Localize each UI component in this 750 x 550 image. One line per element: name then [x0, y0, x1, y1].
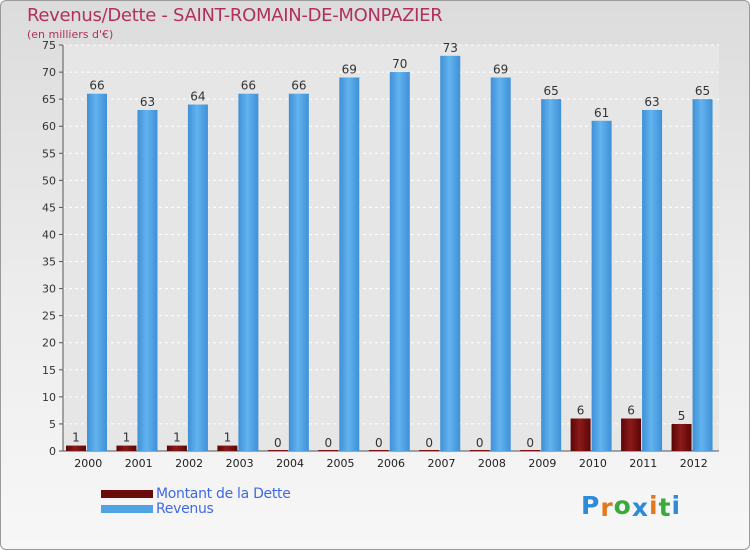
x-tick-label: 2002	[175, 457, 203, 470]
data-label-debt: 1	[123, 431, 131, 445]
data-label-revenue: 63	[140, 95, 155, 109]
data-label-revenue: 73	[443, 41, 458, 55]
data-label-revenue: 66	[241, 79, 256, 93]
bar-revenue	[440, 55, 461, 452]
y-tick-label: 45	[42, 201, 56, 214]
bar-revenue	[591, 120, 612, 451]
data-label-revenue: 66	[89, 79, 104, 93]
data-label-debt: 0	[375, 436, 383, 450]
bar-revenue	[288, 93, 309, 451]
data-label-revenue: 69	[493, 62, 508, 76]
y-tick-label: 60	[42, 120, 56, 133]
y-tick-label: 0	[49, 445, 56, 458]
bar-debt	[217, 445, 238, 451]
x-tick-label: 2005	[327, 457, 355, 470]
y-tick-label: 25	[42, 310, 56, 323]
logo-letter: i	[649, 491, 659, 520]
y-tick-label: 20	[42, 337, 56, 350]
bar-revenue	[692, 99, 713, 451]
bar-revenue	[137, 109, 158, 452]
x-tick-label: 2000	[74, 457, 102, 470]
data-label-debt: 0	[274, 436, 282, 450]
bar-revenue	[238, 93, 259, 451]
x-tick-label: 2008	[478, 457, 506, 470]
x-tick-label: 2007	[427, 457, 455, 470]
bar-debt	[570, 418, 591, 451]
bar-revenue	[389, 72, 410, 452]
data-label-debt: 0	[324, 436, 332, 450]
y-tick-label: 75	[42, 39, 56, 52]
legend-label-revenue: Revenus	[156, 501, 214, 517]
y-tick-label: 40	[42, 228, 56, 241]
data-label-revenue: 63	[644, 95, 659, 109]
bar-debt	[66, 445, 86, 451]
logo-letter: r	[600, 493, 614, 522]
data-label-revenue: 70	[392, 57, 407, 71]
data-label-revenue: 64	[190, 90, 205, 104]
logo-letter: P	[581, 491, 601, 520]
logo-letter: x	[631, 493, 649, 522]
bar-revenue	[642, 109, 663, 452]
bar-revenue	[541, 99, 562, 451]
x-tick-label: 2012	[680, 457, 708, 470]
bar-revenue	[187, 104, 208, 452]
x-tick-label: 2009	[528, 457, 556, 470]
x-tick-label: 2001	[125, 457, 153, 470]
proxiti-logo: Proxiti	[581, 491, 682, 522]
logo-letter: o	[613, 491, 632, 520]
x-tick-label: 2006	[377, 457, 405, 470]
data-label-debt: 0	[476, 436, 484, 450]
data-label-debt: 1	[173, 431, 181, 445]
bar-debt	[671, 423, 692, 451]
y-tick-label: 65	[42, 93, 56, 106]
data-label-debt: 1	[72, 431, 80, 445]
bar-revenue	[339, 77, 360, 451]
data-label-debt: 6	[577, 404, 585, 418]
x-tick-label: 2004	[276, 457, 304, 470]
data-label-debt: 1	[224, 431, 232, 445]
y-tick-label: 55	[42, 147, 56, 160]
x-tick-label: 2003	[226, 457, 254, 470]
data-label-revenue: 66	[291, 79, 306, 93]
data-label-debt: 0	[425, 436, 433, 450]
data-label-revenue: 65	[544, 84, 559, 98]
bar-revenue	[87, 93, 107, 451]
bar-debt	[621, 418, 642, 451]
y-tick-label: 15	[42, 364, 56, 377]
x-tick-label: 2010	[579, 457, 607, 470]
data-label-debt: 5	[678, 409, 686, 423]
logo-letter: i	[671, 491, 682, 520]
legend-swatch-revenue	[101, 505, 153, 513]
data-label-debt: 0	[526, 436, 534, 450]
y-tick-label: 30	[42, 283, 56, 296]
y-tick-label: 10	[42, 391, 56, 404]
legend-swatch-debt	[101, 490, 153, 498]
data-label-revenue: 65	[695, 84, 710, 98]
y-tick-label: 70	[42, 66, 56, 79]
chart-title: Revenus/Dette - SAINT-ROMAIN-DE-MONPAZIE…	[27, 5, 443, 26]
data-label-revenue: 61	[594, 106, 609, 120]
y-tick-label: 35	[42, 256, 56, 269]
bar-revenue	[490, 77, 511, 451]
data-label-debt: 6	[627, 404, 635, 418]
bar-debt	[166, 445, 187, 451]
data-label-revenue: 69	[342, 62, 357, 76]
y-tick-label: 50	[42, 174, 56, 187]
x-tick-label: 2011	[629, 457, 657, 470]
y-tick-label: 5	[49, 418, 56, 431]
bar-debt	[116, 445, 137, 451]
legend-label-debt: Montant de la Dette	[156, 486, 291, 502]
logo-letter: t	[658, 493, 672, 522]
chart-subtitle: (en milliers d'€)	[27, 28, 114, 41]
